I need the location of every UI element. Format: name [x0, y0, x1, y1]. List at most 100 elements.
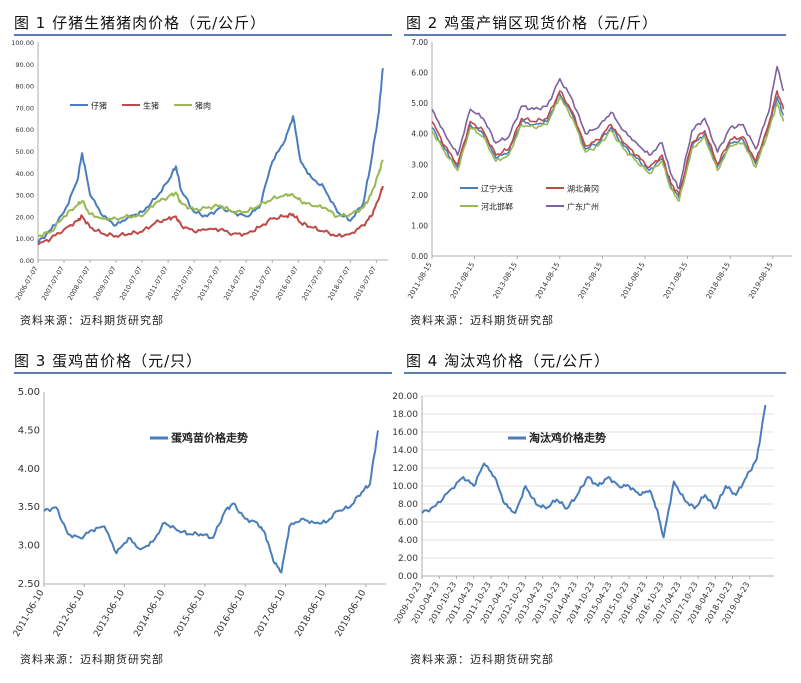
- x-tick-label: 2007-07-07: [40, 265, 66, 302]
- x-tick-label: 2019-06-10: [334, 588, 369, 639]
- y-tick-label: 0.00: [398, 572, 418, 582]
- y-tick-label: 6.00: [398, 518, 418, 528]
- series-line: [431, 90, 785, 196]
- source-note-2: 资料来源：迈科期货研究部: [410, 314, 554, 327]
- x-tick-label: 2015-08-15: [577, 261, 604, 300]
- y-tick-label: 4.00: [411, 130, 428, 139]
- source-note-3: 资料来源：迈科期货研究部: [20, 653, 164, 666]
- x-tick-label: 2016-06-10: [213, 588, 248, 639]
- y-tick-label: 5.00: [411, 99, 428, 108]
- chart-title-1: 图 1 仔猪生猪猪肉价格（元/公斤）: [14, 14, 267, 32]
- x-tick-label: 2018-08-15: [705, 261, 732, 300]
- y-tick-label: 2.00: [398, 554, 418, 564]
- x-tick-label: 2009-07-07: [92, 265, 118, 302]
- x-tick-label: 2017-08-15: [662, 261, 689, 300]
- x-tick-label: 2011-06-10: [12, 588, 47, 639]
- y-tick-label: 20.00: [392, 392, 418, 402]
- legend-label: 蛋鸡苗价格走势: [171, 431, 248, 445]
- legend-label: 河北邯郸: [481, 202, 513, 212]
- legend-label: 仔猪: [91, 101, 107, 111]
- x-tick-label: 2010-07-07: [118, 265, 144, 302]
- x-tick-label: 2014-06-10: [132, 588, 167, 639]
- x-tick-label: 2006-07-07: [14, 265, 40, 302]
- y-tick-label: 3.00: [411, 160, 428, 169]
- x-tick-label: 2013-06-10: [92, 588, 127, 639]
- title-rule-3: [14, 372, 392, 374]
- source-note-4: 资料来源：迈科期货研究部: [410, 653, 554, 666]
- x-tick-label: 2019-08-15: [747, 261, 774, 300]
- series-line: [431, 93, 785, 199]
- x-tick-label: 2015-07-07: [248, 265, 274, 302]
- x-tick-label: 2011-07-07: [144, 265, 170, 302]
- x-tick-label: 2019-07-07: [352, 265, 378, 302]
- chart-title-4: 图 4 淘汰鸡价格（元/公斤）: [406, 352, 611, 370]
- legend-label: 淘汰鸡价格走势: [529, 431, 606, 445]
- series-line: [431, 65, 785, 190]
- y-tick-label: 20.00: [15, 213, 34, 221]
- chart-3-svg: 2.50 3.00 3.50 4.00 4.50 5.00 2011-06-10 2012-0…: [12, 387, 386, 639]
- series-line: [37, 185, 384, 246]
- legend-label: 辽宁大连: [481, 184, 513, 194]
- y-tick-label: 30.00: [15, 192, 34, 200]
- y-tick-label: 3.00: [18, 541, 40, 552]
- x-tick-label: 2017-07-07: [300, 265, 326, 302]
- x-tick-label: 2013-07-07: [196, 265, 222, 302]
- x-tick-label: 2008-07-07: [66, 265, 92, 302]
- x-tick-label: 2017-06-10: [253, 588, 288, 639]
- y-tick-label: 3.50: [18, 502, 40, 513]
- chart-2-svg: 0.00 1.00 2.00 3.00 4.00 5.00 6.00 7.00 2011-08-…: [406, 38, 792, 300]
- y-tick-label: 8.00: [398, 500, 418, 510]
- x-tick-label: 2018-07-07: [326, 265, 352, 302]
- chart-4-svg: 0.00 2.00 4.00 6.00 8.00 10.00 12.00 14.00 16.00…: [392, 392, 774, 625]
- y-tick-label: 18.00: [392, 410, 418, 420]
- chart-1-svg: 0.00 10.00 20.00 30.00 40.00 50.00 60.00 70.00 8…: [11, 39, 388, 302]
- chart-title-3: 图 3 蛋鸡苗价格（元/只）: [14, 352, 203, 370]
- title-rule-4: [404, 372, 786, 374]
- series-line: [37, 159, 384, 238]
- x-tick-label: 2012-08-15: [449, 261, 476, 300]
- series-line: [43, 430, 379, 574]
- x-tick-label: 2015-06-10: [173, 588, 208, 639]
- series-line: [37, 68, 384, 244]
- source-note-1: 资料来源：迈科期货研究部: [20, 314, 164, 327]
- series-line: [431, 96, 785, 202]
- y-tick-label: 100.00: [11, 39, 34, 47]
- x-tick-label: 2013-08-15: [492, 261, 519, 300]
- legend-label: 生猪: [143, 101, 159, 111]
- y-tick-label: 4.00: [18, 464, 40, 475]
- title-rule-1: [14, 34, 392, 36]
- y-tick-label: 60.00: [15, 126, 34, 134]
- legend-label: 广东广州: [567, 202, 599, 212]
- series-line: [421, 404, 767, 539]
- y-tick-label: 80.00: [15, 83, 34, 91]
- y-tick-label: 16.00: [392, 428, 418, 438]
- y-tick-label: 90.00: [15, 61, 34, 69]
- x-tick-label: 2014-08-15: [534, 261, 561, 300]
- y-tick-label: 70.00: [15, 104, 34, 112]
- chart-title-2: 图 2 鸡蛋产销区现货价格（元/斤）: [406, 14, 659, 32]
- y-tick-label: 1.00: [411, 221, 428, 230]
- y-tick-label: 4.00: [398, 536, 418, 546]
- x-tick-label: 2018-06-10: [293, 588, 328, 639]
- y-tick-label: 10.00: [392, 482, 418, 492]
- title-rule-2: [404, 34, 786, 36]
- y-tick-label: 12.00: [392, 464, 418, 474]
- y-tick-label: 2.00: [411, 191, 428, 200]
- y-tick-label: 6.00: [411, 69, 428, 78]
- y-tick-label: 0.00: [20, 257, 34, 265]
- x-tick-label: 2016-08-15: [619, 261, 646, 300]
- legend-label: 猪肉: [195, 101, 211, 111]
- y-tick-label: 10.00: [15, 235, 34, 243]
- legend-label: 湖北黄冈: [567, 184, 599, 194]
- y-tick-label: 2.50: [18, 579, 40, 590]
- y-tick-label: 4.50: [18, 425, 40, 436]
- y-tick-label: 7.00: [411, 38, 428, 47]
- y-tick-label: 5.00: [18, 387, 40, 398]
- y-tick-label: 14.00: [392, 446, 418, 456]
- x-tick-label: 2011-08-15: [406, 261, 433, 300]
- x-tick-label: 2014-07-07: [222, 265, 248, 302]
- y-tick-label: 50.00: [15, 148, 34, 156]
- y-tick-label: 40.00: [15, 170, 34, 178]
- x-tick-label: 2012-06-10: [52, 588, 87, 639]
- y-tick-label: 0.00: [411, 252, 428, 261]
